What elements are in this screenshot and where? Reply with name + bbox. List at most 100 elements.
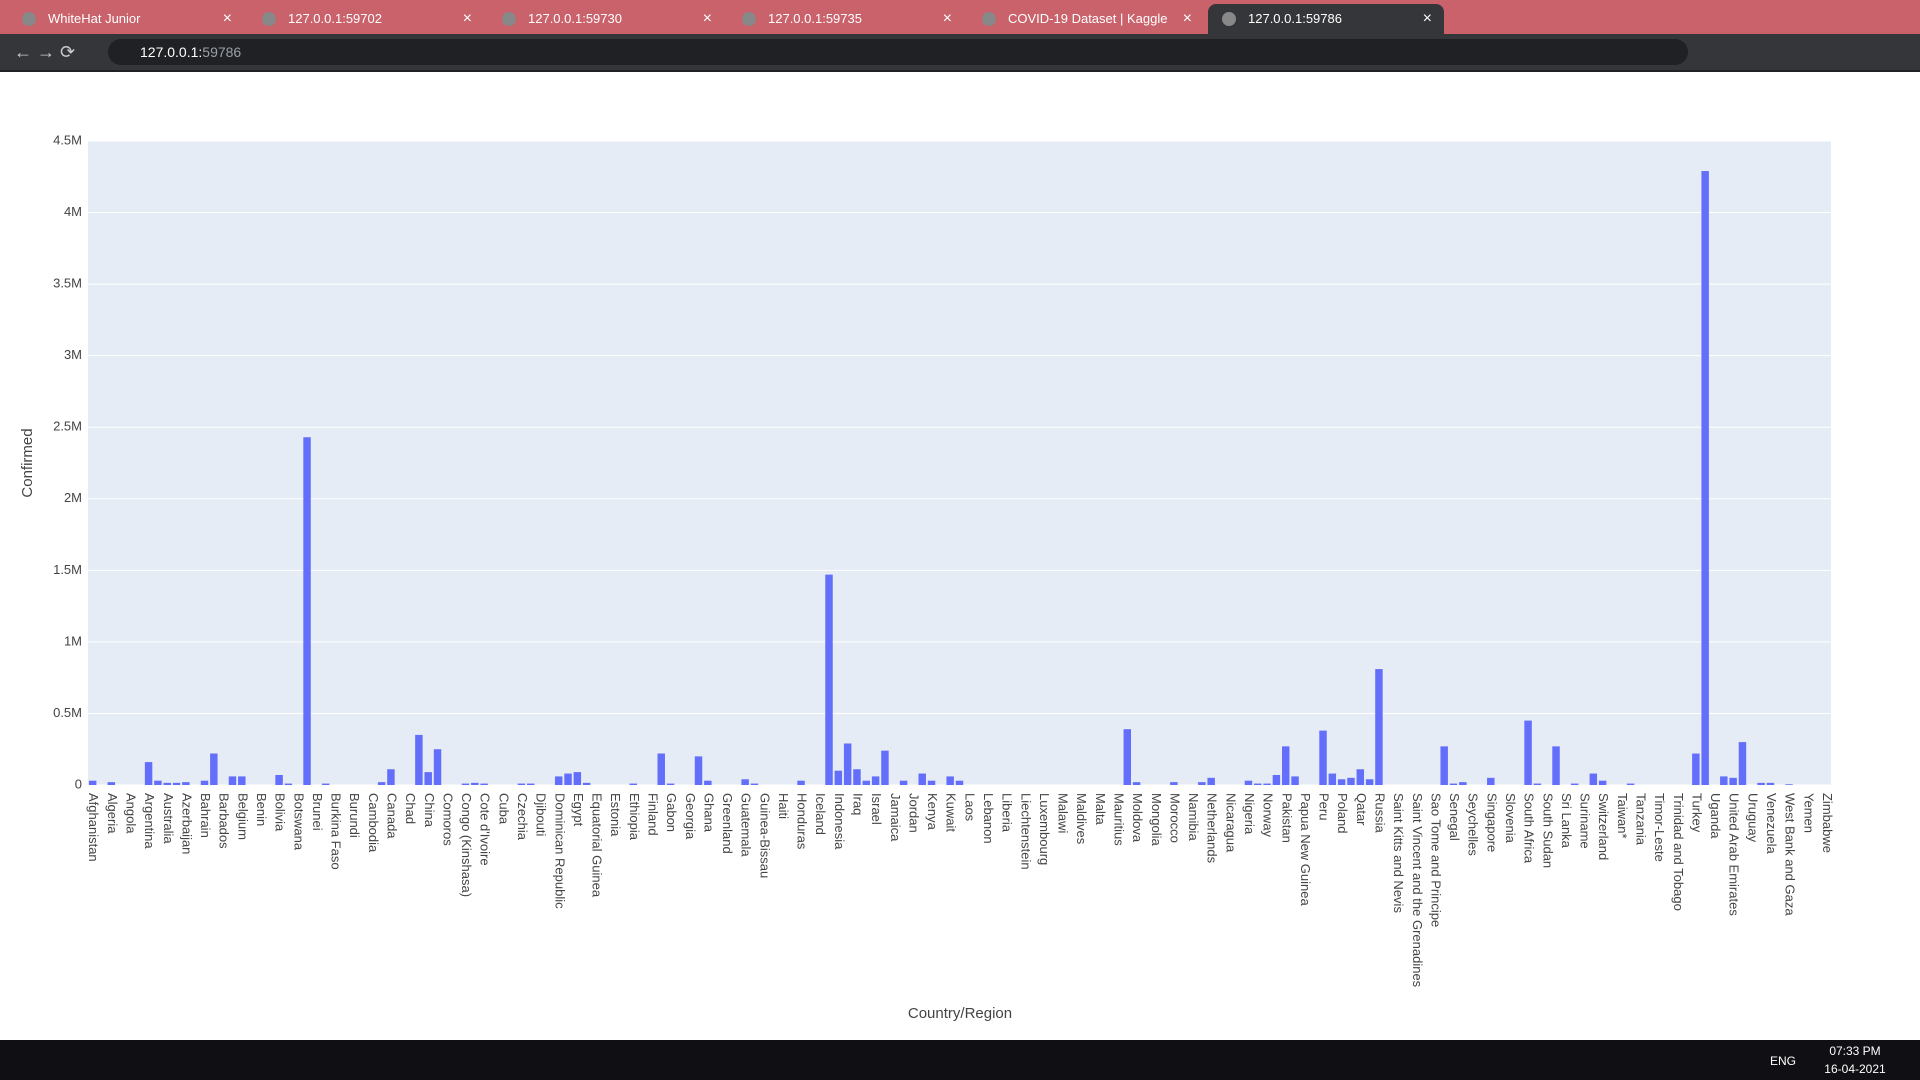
x-tick-label: Liberia [1000, 793, 1015, 833]
x-tick-label: Guinea-Bissau [757, 793, 772, 878]
x-tick-label: Afghanistan [86, 793, 101, 862]
bar [1570, 783, 1579, 785]
x-tick-label: Mongolia [1149, 793, 1164, 847]
x-tick-label: Seychelles [1466, 793, 1481, 856]
tab-close[interactable]: × [942, 10, 952, 27]
bar [154, 780, 162, 785]
bar [1347, 777, 1355, 785]
tab-icon [502, 12, 516, 26]
x-tick-label: Ghana [701, 793, 716, 833]
x-tick-label: Trinidad and Tobago [1671, 793, 1686, 911]
y-tick-label: 1.5M [53, 562, 82, 577]
x-tick-label: Jordan [906, 793, 921, 833]
bar [797, 780, 805, 785]
x-tick-label: Cuba [496, 793, 511, 825]
x-tick-label: Australia [161, 793, 176, 844]
bar [424, 772, 432, 785]
toolbar: ← → ⟳ 127.0.0.1:59786 [0, 34, 1920, 70]
x-tick-label: Botswana [291, 793, 306, 851]
bar [480, 783, 488, 785]
x-tick-label: Sri Lanka [1559, 793, 1574, 849]
tab-close[interactable]: × [702, 10, 712, 27]
tab[interactable]: × 127.0.0.1:59702 [248, 4, 484, 34]
bar [275, 774, 283, 785]
tab-strip: × WhiteHat Junior × 127.0.0.1:59702 × 127.0.0… [0, 0, 1920, 34]
bar [582, 782, 591, 785]
x-tick-label: Cambodia [366, 793, 381, 853]
nav-buttons[interactable]: ← → ⟳ [14, 42, 76, 62]
bar [853, 769, 861, 785]
bar [629, 783, 637, 785]
divider [0, 70, 1920, 72]
x-tick-label: Nicaragua [1223, 793, 1238, 853]
bar [1375, 669, 1383, 785]
x-tick-label: Singapore [1484, 793, 1499, 852]
x-tick-label: Namibia [1186, 793, 1201, 841]
x-tick-label: Belgium [235, 793, 250, 840]
tab-close[interactable]: × [222, 10, 232, 27]
x-tick-label: Angola [124, 793, 139, 834]
x-tick-label: Russia [1373, 793, 1388, 834]
bar [1272, 774, 1281, 785]
x-tick-label: Equatorial Guinea [590, 793, 605, 898]
x-tick-label: Saint Vincent and the Grenadines [1410, 793, 1425, 988]
tab-title: 127.0.0.1:59735 [768, 11, 862, 26]
bar [228, 776, 237, 785]
x-tick-label: Bolivia [273, 793, 288, 832]
bar [955, 780, 964, 785]
tab[interactable]: × COVID-19 Dataset | Kaggle [968, 4, 1204, 34]
x-tick-label: Greenland [720, 793, 735, 854]
address-bar[interactable]: 127.0.0.1:59786 [108, 39, 1688, 65]
tab-icon [982, 12, 996, 26]
tab-close[interactable]: × [1182, 10, 1192, 27]
tab[interactable]: × 127.0.0.1:59730 [488, 4, 724, 34]
bar [107, 782, 116, 785]
x-tick-label: Benin [254, 793, 269, 826]
tab-close[interactable]: × [1422, 10, 1432, 27]
tab[interactable]: × 127.0.0.1:59735 [728, 4, 964, 34]
bar [1170, 782, 1178, 785]
x-tick-label: Dominican Republic [552, 793, 567, 909]
x-tick-label: Saint Kitts and Nevis [1391, 793, 1406, 913]
tab-icon [742, 12, 756, 26]
bar [666, 783, 675, 785]
bar [927, 780, 936, 785]
bar [946, 776, 954, 785]
bar [433, 749, 442, 785]
x-tick-label: Egypt [571, 793, 586, 827]
x-tick-label: Qatar [1354, 793, 1369, 826]
x-tick-label: Peru [1317, 793, 1332, 820]
bar [1533, 783, 1542, 785]
bar [1356, 769, 1365, 785]
clock-time: 07:33 PM [1829, 1044, 1881, 1058]
bar [1449, 783, 1458, 785]
tab[interactable]: × WhiteHat Junior [8, 4, 244, 34]
x-tick-label: Israel [869, 793, 884, 825]
x-tick-label: Georgia [683, 793, 698, 840]
tab-icon [22, 12, 36, 26]
bar [881, 750, 889, 785]
tab[interactable]: × 127.0.0.1:59786 [1208, 4, 1444, 34]
bar [741, 779, 749, 785]
x-tick-label: Uganda [1708, 793, 1723, 839]
bar [899, 780, 908, 785]
tab-icon [1222, 12, 1236, 26]
bar [1244, 780, 1253, 785]
bar [1198, 782, 1206, 785]
bar [377, 782, 386, 785]
bar [1738, 742, 1747, 785]
bar [88, 780, 97, 785]
bar [1337, 779, 1346, 785]
bar [1692, 753, 1700, 785]
bar [834, 770, 843, 785]
x-tick-label: Chad [403, 793, 418, 824]
x-tick-label: Norway [1261, 793, 1276, 838]
bar [694, 756, 703, 785]
bar [1291, 776, 1299, 785]
x-tick-label: Gabon [664, 793, 679, 832]
bar [1319, 730, 1327, 785]
bar [1757, 782, 1765, 785]
bar [1365, 779, 1374, 785]
tab-close[interactable]: × [462, 10, 472, 27]
